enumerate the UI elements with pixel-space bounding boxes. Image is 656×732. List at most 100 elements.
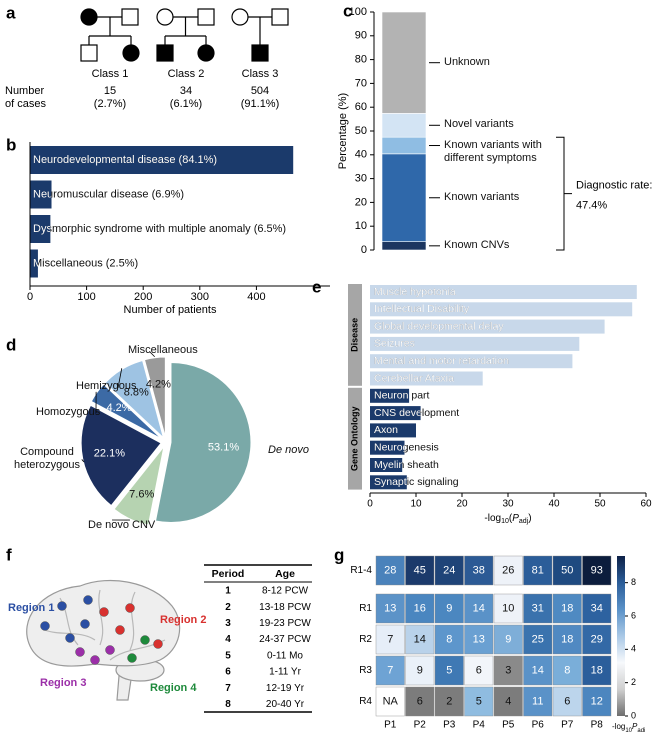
- cell-label: 7: [387, 664, 393, 676]
- x-tick-label: 0: [367, 499, 373, 510]
- slice-label: Homozygous: [36, 406, 101, 418]
- heat-cell: [375, 655, 405, 686]
- cell-label: 9: [417, 664, 423, 676]
- group-box: [348, 387, 362, 490]
- slice-label: Hemizygous: [76, 380, 137, 392]
- bar-label: Cerebellar Ataxia: [374, 372, 454, 384]
- y-tick-label: 40: [355, 149, 367, 161]
- count-label: Number: [5, 85, 44, 97]
- heat-cell: [552, 624, 582, 655]
- group-box: [348, 284, 362, 386]
- table-cell: 12-19 Yr: [266, 683, 305, 694]
- x-tick-label: 30: [502, 499, 514, 510]
- x-tick-label: 20: [456, 499, 468, 510]
- column-label: P7: [561, 720, 574, 731]
- segment-label: Known variants with different symptoms: [444, 138, 542, 164]
- cell-label: 8: [446, 633, 452, 645]
- heat-cell: [552, 593, 582, 624]
- panel-letter: c: [343, 1, 352, 20]
- segment-label: Known variants: [444, 190, 520, 203]
- region-dot: [140, 635, 150, 645]
- table-cell: 1-11 Yr: [269, 667, 302, 678]
- case-count: 15: [104, 85, 116, 97]
- cell-label: 18: [591, 664, 603, 676]
- heat-cell: [582, 593, 612, 624]
- bar-label: Synaptic signaling: [374, 476, 459, 488]
- slice-label: De novo CNV: [88, 519, 156, 531]
- x-axis-label-part: ): [528, 513, 531, 524]
- heat-cell: [464, 555, 494, 586]
- cell-label: 16: [414, 602, 426, 614]
- cell-label: 25: [532, 633, 544, 645]
- heat-cell: [523, 655, 553, 686]
- heat-cell: [405, 686, 435, 717]
- cell-label: 45: [414, 564, 426, 576]
- cell-label: 31: [532, 602, 544, 614]
- colorbar-tick-label: 4: [631, 644, 636, 654]
- case-count: 34: [180, 85, 192, 97]
- x-tick-label: 200: [134, 291, 152, 303]
- row-label: R3: [359, 665, 372, 676]
- table-cell: 19-23 PCW: [259, 618, 311, 629]
- table-cell: 2: [225, 602, 231, 613]
- region-dot: [75, 647, 85, 657]
- slice-label: Miscellaneous: [128, 344, 198, 356]
- bar-label: CNS development: [374, 407, 459, 419]
- table-cell: 3: [225, 618, 231, 629]
- count-label: of cases: [5, 98, 46, 110]
- row-label: R1-4: [350, 565, 372, 576]
- colorbar-label-part: P: [632, 722, 638, 731]
- cell-label: 14: [414, 633, 426, 645]
- bar-label: Axon: [374, 424, 398, 436]
- slice-value-label: 53.1%: [208, 442, 239, 454]
- x-tick-label: 300: [191, 291, 209, 303]
- bar-label: CNS development: [374, 407, 459, 419]
- y-tick-label: 10: [355, 220, 367, 232]
- bar: [370, 406, 421, 421]
- x-tick-label: 100: [77, 291, 95, 303]
- x-axis-label-part: (: [509, 513, 513, 524]
- heat-cell: [375, 593, 405, 624]
- y-tick-label: 50: [355, 125, 367, 137]
- bar: [30, 146, 294, 174]
- heat-cell: [405, 593, 435, 624]
- bar-label: Neuromuscular disease (6.9%): [33, 188, 184, 200]
- cell-label: 10: [502, 602, 514, 614]
- heat-cell: [464, 655, 494, 686]
- bar-label: Neurodevelopmental disease (84.1%): [33, 154, 217, 166]
- colorbar: [617, 556, 625, 716]
- colorbar-tick-label: 2: [631, 677, 636, 687]
- table-cell: 7: [225, 683, 231, 694]
- heat-cell: [582, 655, 612, 686]
- x-tick-label: 50: [594, 499, 606, 510]
- cell-label: 5: [476, 695, 482, 707]
- region-dot: [153, 639, 163, 649]
- table-cell: 6: [225, 667, 231, 678]
- slice-value-label: 4.2%: [106, 402, 131, 414]
- group-label: Disease: [349, 318, 359, 352]
- slice-label: Compound heterozygous: [13, 446, 81, 471]
- case-share: (2.7%): [94, 98, 126, 110]
- heat-cell: [493, 655, 523, 686]
- heat-cell: [552, 555, 582, 586]
- bar: [370, 302, 633, 317]
- colorbar-label-part: 10: [625, 728, 632, 732]
- heat-cell: [552, 686, 582, 717]
- x-axis-label: Number of patients: [124, 304, 217, 316]
- segment-label: Known CNVs: [444, 238, 510, 251]
- panel-letter: a: [6, 3, 16, 22]
- bar: [30, 180, 52, 209]
- slice-value-label: 22.1%: [94, 448, 125, 460]
- case-share: (91.1%): [241, 98, 280, 110]
- bar-label: Myelin sheath: [374, 459, 439, 471]
- heat-cell: [375, 555, 405, 586]
- bar-label: Neuron part: [374, 390, 430, 402]
- region-label: Region 4: [150, 682, 197, 694]
- x-tick-label: 10: [410, 499, 422, 510]
- segment-label: Unknown: [444, 55, 490, 68]
- bar-label: Neuron part: [374, 390, 430, 402]
- region-dot: [99, 607, 109, 617]
- bar-label: Muscle hypotonia: [374, 286, 456, 298]
- y-axis-label: Percentage (%): [337, 93, 349, 169]
- heat-cell: [434, 593, 464, 624]
